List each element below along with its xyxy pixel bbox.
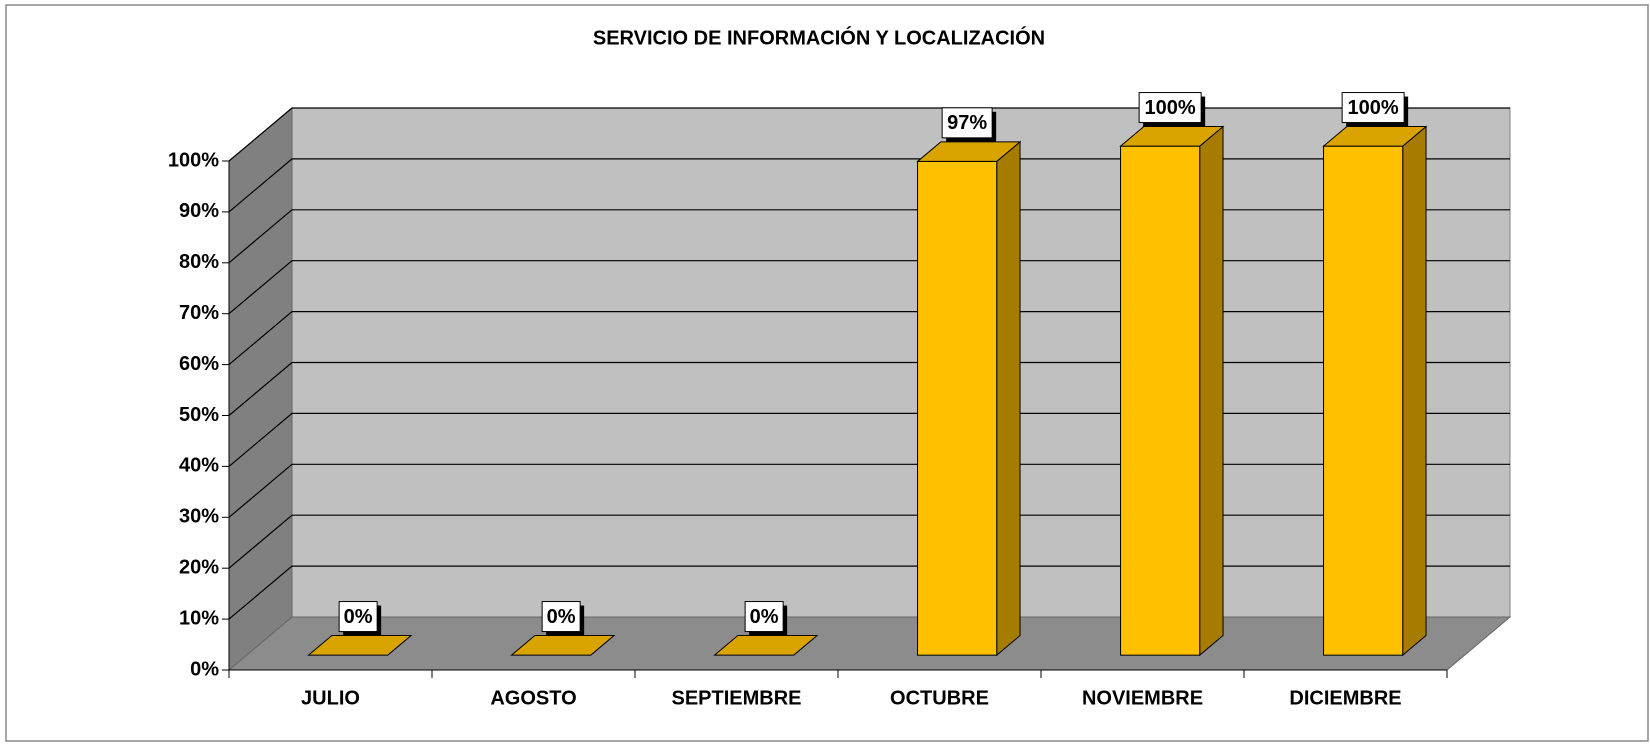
x-tick-label: NOVIEMBRE [1082,687,1203,709]
y-tick-label: 100% [168,149,219,171]
value-label: 0% [547,606,576,628]
y-tick-label: 60% [179,353,219,375]
value-label-box [338,601,378,633]
value-label: 100% [1348,97,1399,119]
bar-side [1402,125,1427,657]
y-tick-label: 0% [190,658,219,680]
grid-line [228,158,1510,213]
bar-top [1119,126,1225,147]
chart-title: SERVICIO DE INFORMACIÓN Y LOCALIZACIÓN [593,25,1045,49]
bar-top [307,635,413,656]
value-label: 0% [750,606,779,628]
grid-line [228,209,1510,264]
bar [1120,145,1201,656]
bar-top [510,635,616,656]
value-label-box [1138,92,1202,124]
bar [1323,145,1404,656]
x-tick-label: SEPTIEMBRE [671,687,801,709]
grid-line [228,311,1510,366]
x-tick-label: OCTUBRE [890,687,989,709]
bar [917,160,998,656]
bar-side [996,140,1021,657]
x-tick-label: DICIEMBRE [1289,687,1401,709]
value-label: 0% [344,606,373,628]
value-label: 97% [947,112,987,134]
value-label-box [744,601,784,633]
y-tick-label: 10% [179,607,219,629]
y-tick-label: 20% [179,556,219,578]
y-tick-label: 70% [179,302,219,324]
value-label-box [941,107,993,139]
grid-line [228,565,1510,620]
x-tick-label: JULIO [301,687,360,709]
bar-top [1322,126,1428,147]
bar-side [1199,125,1224,657]
x-tick-label: AGOSTO [490,687,576,709]
grid-line [228,463,1510,518]
bar-top [916,141,1022,162]
grid-line [228,361,1510,416]
y-tick-label: 40% [179,455,219,477]
floor [227,616,1512,671]
y-tick-label: 90% [179,200,219,222]
y-tick-label: 50% [179,404,219,426]
grid-line [228,514,1510,569]
grid-line [228,260,1510,315]
grid-line [228,107,1510,162]
value-label-box [1341,92,1405,124]
value-label-box [541,601,581,633]
grid-line [228,412,1510,467]
value-label: 100% [1145,97,1196,119]
bar-top [713,635,819,656]
y-tick-label: 30% [179,506,219,528]
y-tick-label: 80% [179,251,219,273]
